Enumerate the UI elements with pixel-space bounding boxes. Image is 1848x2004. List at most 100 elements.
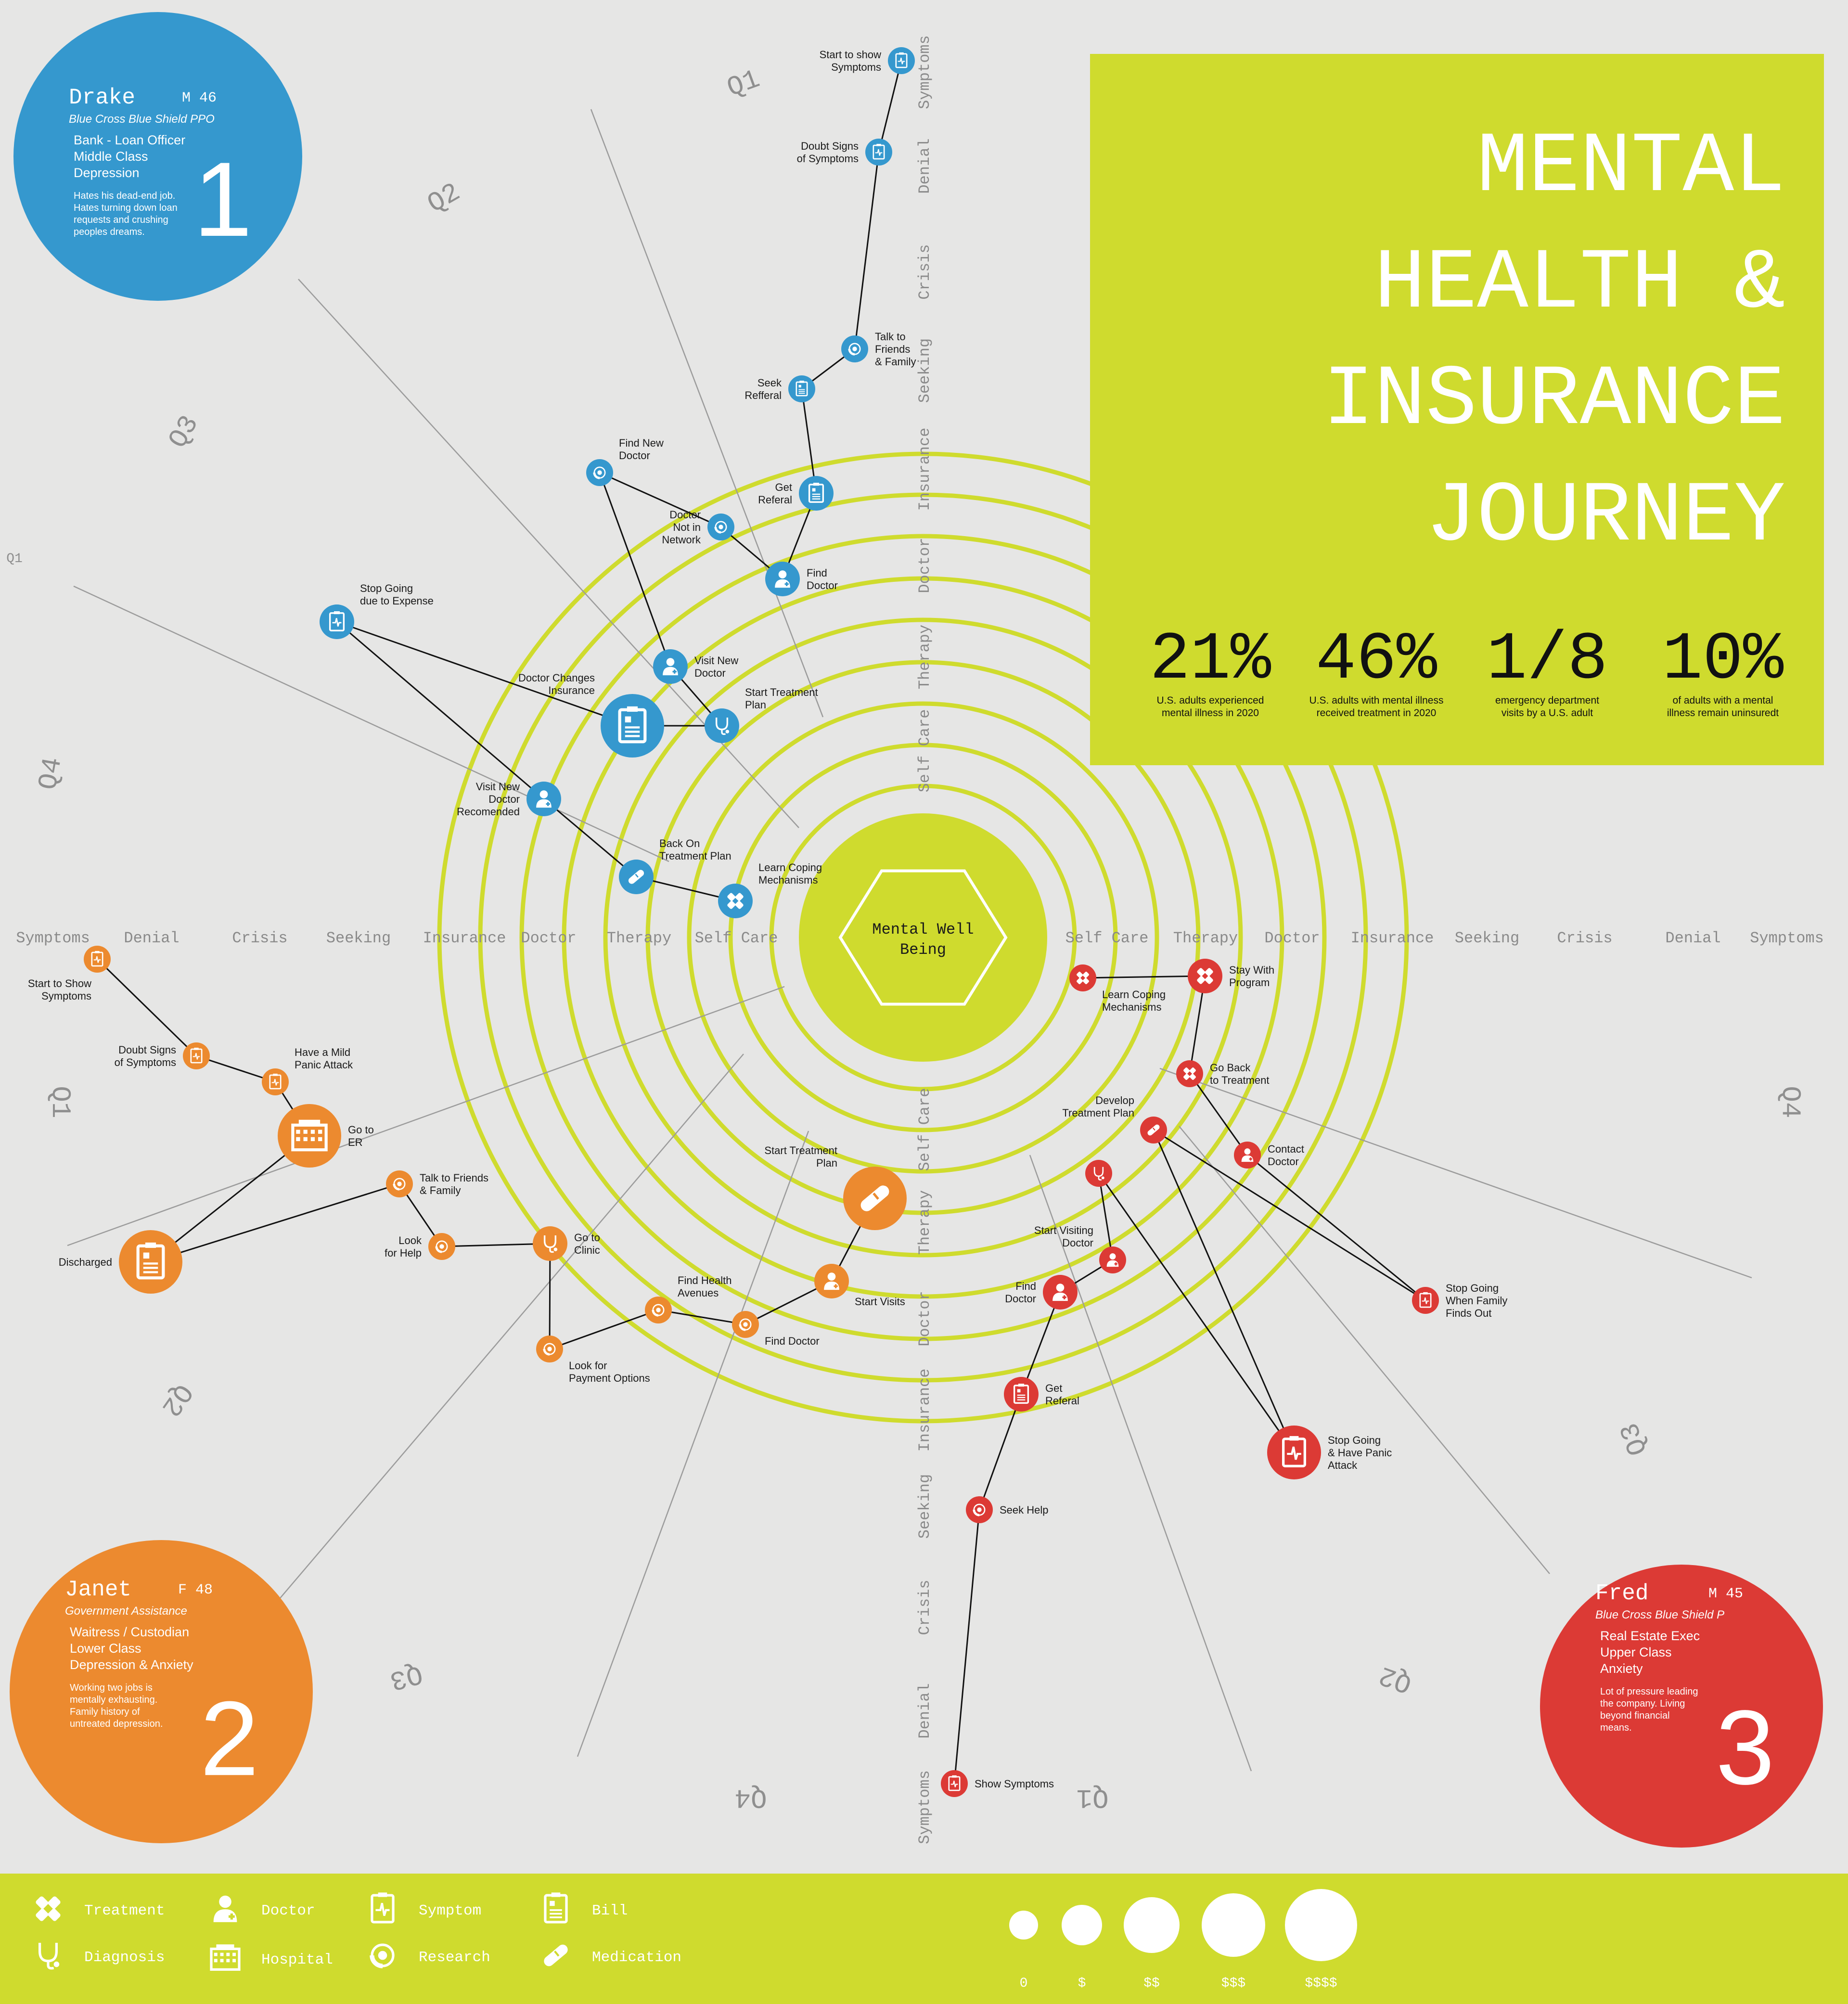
drake-step-node[interactable]: [601, 694, 664, 758]
icon-shape: [378, 1951, 387, 1960]
symptom-icon: [948, 1775, 961, 1791]
stage-label: Doctor: [521, 929, 576, 947]
doctor-icon: [1241, 1148, 1254, 1162]
icon-shape: [725, 730, 730, 733]
janet-step-node[interactable]: [814, 1264, 849, 1298]
treatment-icon: [1183, 1067, 1196, 1080]
icon-shape: [93, 956, 101, 963]
fred-step-node[interactable]: [1085, 1160, 1112, 1187]
icon-shape: [1018, 1384, 1025, 1387]
janet-step[interactable]: Find Doctor: [732, 1311, 820, 1347]
janet-step[interactable]: Discharged: [59, 1230, 182, 1294]
fred-path-segment: [1020, 1292, 1061, 1395]
medication-icon: [1147, 1124, 1160, 1136]
fred-step-node[interactable]: [1099, 1246, 1126, 1273]
drake-step-node[interactable]: [653, 649, 688, 684]
step-label: Mechanisms: [1102, 1001, 1161, 1013]
icon-shape: [834, 1284, 838, 1288]
quadrant-label: Q1: [45, 1086, 76, 1118]
drake-step-node[interactable]: [799, 476, 834, 511]
janet-step[interactable]: Talk to Friends& Family: [386, 1170, 488, 1197]
symptom-icon: [371, 1892, 395, 1924]
janet-step-node[interactable]: [278, 1104, 341, 1168]
drake-step-node[interactable]: [765, 562, 800, 596]
step-label: Program: [1229, 976, 1270, 989]
guide-line: [1029, 1155, 1252, 1772]
symptom-icon: [1419, 1292, 1432, 1308]
title-line: MENTAL: [1477, 119, 1785, 216]
janet-step-node[interactable]: [119, 1230, 182, 1294]
janet-step-node[interactable]: [533, 1226, 567, 1261]
guide-line: [1179, 1126, 1550, 1574]
drake-step-node[interactable]: [788, 375, 815, 402]
legend-bar: Treatment Doctor Symptom Bill Diagnosis Hospi…: [0, 1874, 1848, 2004]
stat-caption: emergency department: [1495, 695, 1599, 706]
fred-step[interactable]: Show Symptoms: [941, 1770, 1054, 1797]
janet-path-segment: [96, 958, 197, 1057]
janet-step[interactable]: Start Visits: [814, 1264, 905, 1308]
medication-icon: [628, 870, 644, 884]
fred-path-segment: [1153, 1130, 1295, 1453]
center-hub: Mental Well Being: [799, 813, 1047, 1062]
fred-step-node[interactable]: [1004, 1377, 1039, 1412]
icon-shape: [977, 1507, 982, 1512]
icon-shape: [597, 470, 602, 475]
fred-step[interactable]: [1085, 1160, 1112, 1187]
icon-shape: [812, 488, 816, 492]
legend-label: Medication: [592, 1949, 681, 1966]
persona-bio: untreated depression.: [70, 1719, 163, 1729]
stage-ring: [437, 451, 1409, 1424]
step-label: Friends: [875, 343, 910, 355]
fred-step[interactable]: Seek Help: [966, 1496, 1049, 1523]
fred-step-node[interactable]: [1234, 1142, 1261, 1169]
persona-number: 3: [1716, 1688, 1774, 1807]
drake-step-node[interactable]: [705, 708, 739, 743]
persona-detail: Waitress / Custodian: [70, 1625, 189, 1639]
stat-value: 10%: [1662, 622, 1784, 698]
stage-label: Therapy: [1173, 929, 1238, 947]
doctor-icon: [536, 790, 552, 808]
persona-bio: Lot of pressure leading: [1600, 1686, 1698, 1697]
stat-value: 1/8: [1487, 622, 1608, 698]
drake-step-node[interactable]: [526, 782, 561, 816]
fred-step-node[interactable]: [1043, 1275, 1078, 1310]
janet-path-segment: [150, 1183, 400, 1263]
icon-shape: [393, 1183, 400, 1191]
icon-shape: [318, 1130, 322, 1134]
